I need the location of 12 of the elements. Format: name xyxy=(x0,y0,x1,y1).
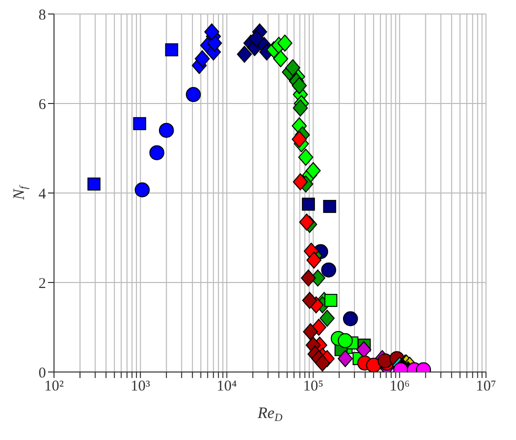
x-tick-label: 10⁵ xyxy=(303,378,324,395)
x-tick-label: 10⁶ xyxy=(389,378,410,395)
y-tick-label: 2 xyxy=(38,276,46,292)
x-tick-label: 10² xyxy=(44,378,64,395)
y-tick-label: 6 xyxy=(38,96,46,113)
x-tick-label: 10⁴ xyxy=(216,378,237,395)
x-tick-label: 10⁷ xyxy=(476,378,496,395)
y-tick-label: 0 xyxy=(38,365,46,382)
x-axis-title: Re$_{D}$ xyxy=(256,405,282,424)
y-tick-label: 8 xyxy=(38,7,46,24)
y-tick-label: 4 xyxy=(38,186,46,202)
x-tick-label: 10³ xyxy=(130,378,151,395)
